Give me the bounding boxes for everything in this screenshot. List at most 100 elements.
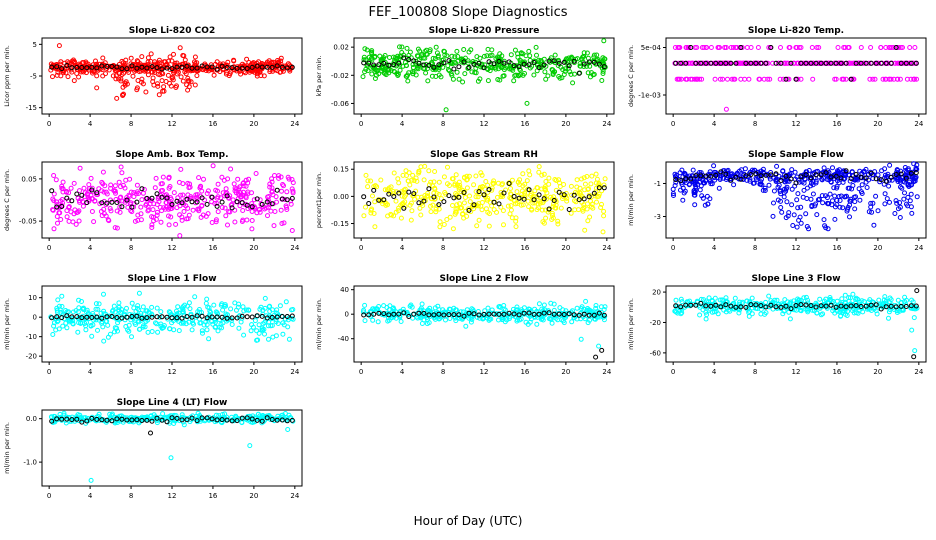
point — [690, 167, 696, 173]
point — [126, 192, 132, 198]
point — [267, 308, 273, 314]
point — [707, 169, 713, 175]
point — [481, 65, 487, 71]
point — [79, 315, 85, 321]
point — [775, 184, 781, 190]
point — [70, 219, 76, 225]
point — [873, 176, 879, 182]
point — [424, 51, 430, 57]
point — [274, 187, 280, 193]
panel-3: Slope Li-820 Temp. 0 4 8 12 16 20 24 5e-04 -1e-03… — [624, 24, 936, 148]
point — [240, 304, 246, 310]
point — [136, 307, 142, 313]
point — [897, 215, 903, 220]
point — [240, 208, 246, 213]
y-axis-title: Licor ppm per min. — [3, 45, 11, 107]
point — [558, 64, 564, 70]
point — [786, 45, 792, 50]
point — [902, 190, 907, 196]
point — [762, 185, 768, 191]
point — [526, 187, 532, 193]
point — [813, 304, 819, 310]
point — [160, 188, 165, 193]
point — [118, 164, 124, 170]
point — [237, 203, 243, 209]
point — [561, 192, 567, 198]
point — [59, 416, 65, 422]
point — [432, 169, 438, 174]
point — [470, 59, 476, 64]
point — [531, 311, 537, 317]
point — [858, 60, 864, 66]
point — [753, 171, 759, 177]
point — [361, 60, 367, 66]
point — [907, 45, 913, 50]
point — [450, 76, 456, 82]
point — [418, 212, 424, 218]
point — [687, 181, 692, 187]
point — [76, 218, 82, 224]
y-tick-label: 0.02 — [333, 44, 349, 52]
point — [853, 172, 859, 177]
point — [673, 179, 679, 185]
point — [114, 416, 120, 422]
point — [883, 301, 889, 307]
point — [557, 305, 563, 311]
point — [581, 196, 587, 202]
point — [504, 63, 510, 69]
point — [140, 190, 146, 196]
point — [93, 306, 99, 312]
point — [746, 76, 752, 82]
point — [259, 64, 265, 70]
point — [219, 205, 225, 210]
point — [137, 326, 143, 332]
point — [578, 336, 584, 342]
point — [284, 314, 290, 319]
point — [574, 305, 580, 311]
point — [790, 60, 796, 66]
y-axis-title: percent1per min. — [315, 172, 323, 228]
point — [61, 316, 67, 322]
x-tick-label: 16 — [520, 244, 529, 252]
point — [428, 179, 434, 185]
point — [672, 308, 678, 314]
point — [876, 297, 882, 303]
point — [56, 43, 62, 49]
point — [371, 211, 377, 216]
point — [54, 214, 60, 219]
point — [262, 331, 267, 337]
point — [154, 305, 160, 311]
point — [119, 416, 125, 422]
point — [875, 60, 881, 66]
point — [532, 188, 538, 194]
point — [289, 313, 295, 319]
point — [903, 175, 909, 181]
point — [218, 195, 224, 201]
point — [239, 415, 245, 421]
point — [361, 57, 367, 63]
point — [254, 63, 260, 69]
point — [252, 318, 258, 324]
point — [898, 171, 904, 177]
point — [167, 326, 172, 332]
point — [491, 178, 497, 184]
point — [145, 72, 151, 78]
point — [894, 200, 900, 206]
point — [820, 200, 826, 206]
point — [850, 291, 856, 297]
point — [863, 60, 869, 66]
point — [476, 312, 482, 318]
point — [150, 214, 156, 220]
point — [154, 209, 160, 215]
point — [516, 199, 522, 205]
point — [396, 311, 402, 317]
point — [442, 190, 448, 195]
point — [161, 59, 167, 65]
point — [376, 310, 382, 316]
point — [458, 189, 464, 195]
point — [747, 178, 753, 184]
point — [693, 184, 699, 190]
point — [54, 319, 60, 325]
point — [763, 304, 769, 310]
